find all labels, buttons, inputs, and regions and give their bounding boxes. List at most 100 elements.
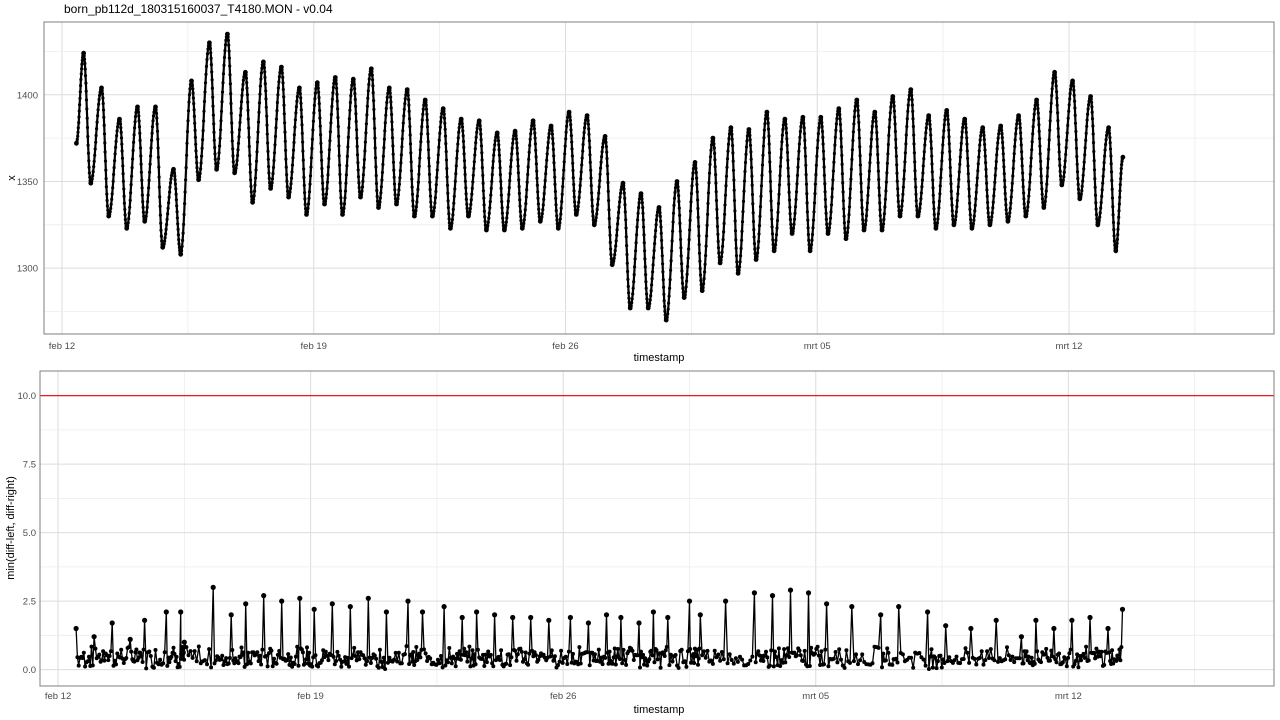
data-point (500, 206, 504, 210)
data-point (368, 73, 372, 77)
data-point (161, 661, 166, 666)
data-point (1082, 160, 1086, 164)
data-point (988, 647, 993, 652)
data-point (1082, 655, 1087, 660)
data-point (487, 216, 491, 220)
data-point (465, 202, 469, 206)
data-point (846, 220, 851, 224)
data-point (1076, 182, 1080, 186)
data-point (676, 189, 680, 193)
peak-point (228, 612, 234, 618)
data-point (761, 153, 765, 157)
data-point (562, 160, 566, 164)
data-point (425, 112, 429, 116)
data-point (852, 115, 857, 119)
data-point (1028, 172, 1032, 176)
extremum-point (969, 225, 975, 231)
data-point (725, 157, 730, 161)
data-point (928, 654, 933, 659)
data-point (150, 138, 154, 142)
data-point (246, 100, 250, 104)
data-point (213, 658, 218, 663)
data-point (560, 192, 564, 196)
data-point (1103, 148, 1107, 152)
data-point (157, 165, 161, 169)
data-point (194, 142, 198, 146)
data-point (762, 136, 766, 140)
data-point (79, 84, 83, 88)
data-point (1023, 654, 1028, 659)
data-point (360, 185, 365, 189)
data-point (990, 215, 994, 219)
data-point (615, 233, 619, 237)
data-point (749, 150, 753, 154)
data-point (938, 184, 942, 188)
data-point (155, 129, 160, 133)
data-point (831, 178, 835, 182)
data-point (86, 134, 90, 139)
data-point (710, 661, 715, 666)
data-point (142, 214, 146, 218)
data-point (917, 210, 922, 214)
data-point (223, 49, 227, 53)
data-point (1092, 159, 1096, 163)
data-point (508, 179, 512, 183)
data-point (457, 126, 461, 130)
data-point (625, 244, 629, 248)
data-point (1120, 163, 1124, 167)
data-point (501, 220, 505, 224)
data-point (385, 660, 390, 665)
data-point (923, 663, 928, 668)
data-point (678, 221, 682, 225)
data-point (869, 145, 873, 149)
data-point (899, 208, 904, 212)
data-point (121, 172, 125, 176)
data-point (1042, 652, 1047, 657)
data-point (802, 648, 807, 653)
data-point (948, 166, 952, 170)
data-point (840, 172, 845, 176)
data-point (332, 81, 336, 85)
data-point (554, 209, 558, 213)
data-point (877, 177, 881, 182)
data-point (492, 153, 496, 157)
extremum-point (771, 248, 777, 254)
data-point (802, 121, 806, 125)
peak-point (849, 604, 855, 610)
data-point (87, 159, 91, 163)
data-point (900, 199, 905, 203)
data-point (563, 144, 567, 148)
data-point (534, 155, 538, 159)
data-point (236, 153, 240, 158)
peak-point (261, 593, 267, 599)
data-point (749, 165, 754, 170)
data-point (479, 132, 483, 136)
data-point (416, 180, 420, 184)
data-point (1048, 128, 1052, 132)
data-point (324, 192, 329, 196)
data-point (364, 131, 368, 135)
data-point (951, 214, 955, 218)
data-point (724, 174, 729, 178)
data-point (993, 173, 997, 177)
data-point (205, 57, 209, 62)
data-point (983, 658, 988, 663)
data-point (236, 148, 240, 152)
data-point (816, 132, 821, 136)
data-point (527, 157, 531, 161)
data-point (640, 197, 644, 201)
data-point (848, 196, 852, 200)
data-point (1094, 213, 1099, 217)
data-point (934, 666, 939, 671)
data-point (961, 125, 965, 130)
extremum-point (412, 213, 417, 219)
data-point (579, 177, 583, 181)
data-point (757, 232, 761, 236)
data-point (176, 233, 180, 237)
data-point (1109, 154, 1113, 158)
data-point (78, 90, 82, 94)
data-point (919, 197, 923, 201)
data-point (1085, 124, 1089, 128)
data-point (212, 138, 216, 142)
data-point (414, 205, 418, 209)
